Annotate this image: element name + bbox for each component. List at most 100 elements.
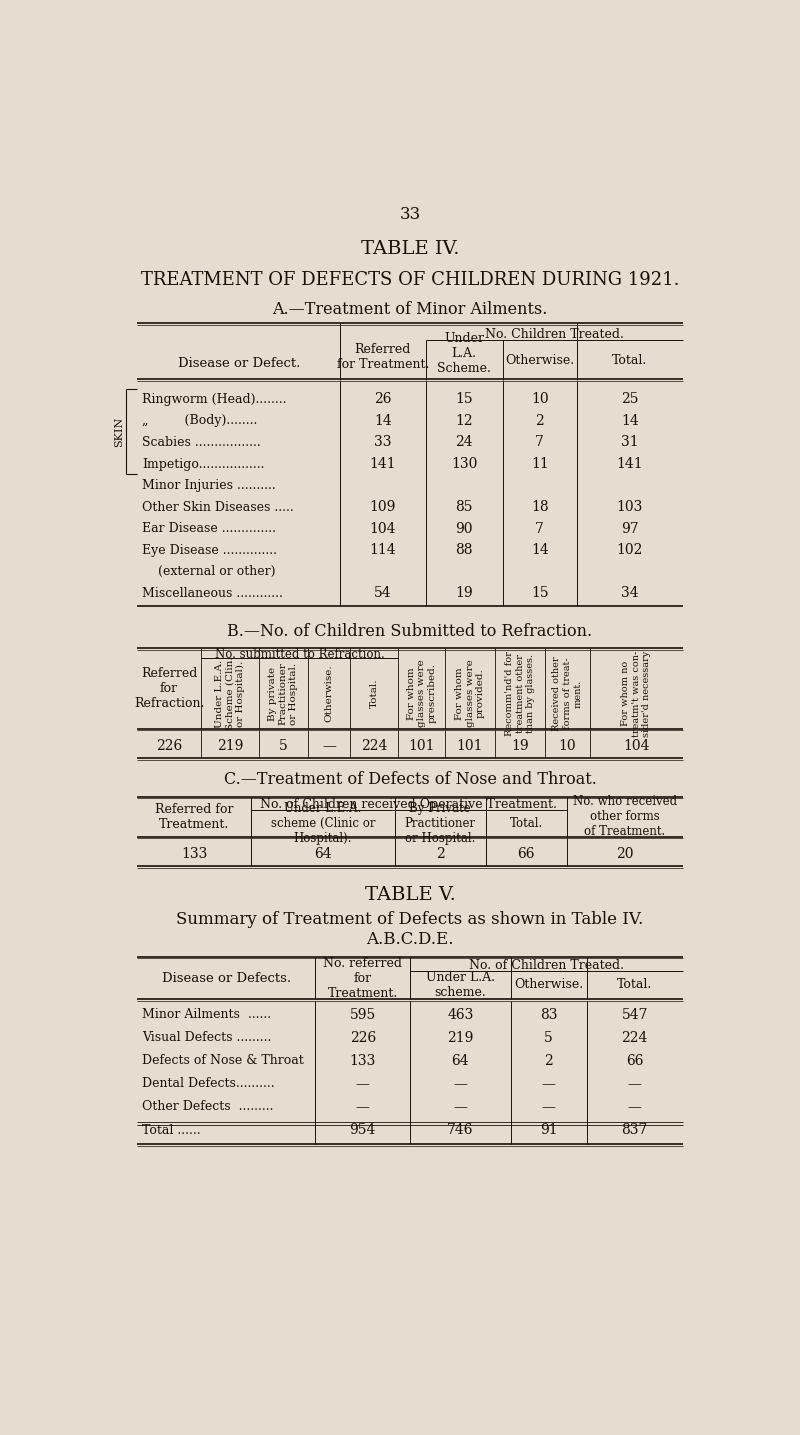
Text: 141: 141 [616, 456, 643, 471]
Text: 88: 88 [455, 544, 473, 557]
Text: By private
Practitioner
or Hospital.: By private Practitioner or Hospital. [268, 662, 298, 725]
Text: 14: 14 [374, 413, 392, 428]
Text: C.—Treatment of Defects of Nose and Throat.: C.—Treatment of Defects of Nose and Thro… [223, 771, 597, 788]
Text: 31: 31 [621, 435, 638, 449]
Text: 133: 133 [181, 847, 207, 861]
Text: Under L.A.
scheme.: Under L.A. scheme. [426, 971, 495, 999]
Text: 12: 12 [455, 413, 473, 428]
Text: 114: 114 [370, 544, 396, 557]
Text: „         (Body)........: „ (Body)........ [142, 415, 258, 428]
Text: 11: 11 [531, 456, 549, 471]
Text: 2: 2 [544, 1053, 553, 1068]
Text: By Private
Practitioner
or Hospital.: By Private Practitioner or Hospital. [405, 802, 476, 845]
Text: Disease or Defects.: Disease or Defects. [162, 971, 291, 984]
Text: —: — [454, 1076, 467, 1091]
Text: For whom
glasses were
prescribed.: For whom glasses were prescribed. [406, 660, 437, 728]
Text: Other Defects  .........: Other Defects ......... [142, 1101, 274, 1114]
Text: Otherwise.: Otherwise. [514, 979, 583, 992]
Text: 54: 54 [374, 587, 392, 600]
Text: TABLE IV.: TABLE IV. [361, 240, 459, 258]
Text: 20: 20 [616, 847, 634, 861]
Text: 64: 64 [314, 847, 332, 861]
Text: 219: 219 [217, 739, 243, 753]
Text: Ear Disease ..............: Ear Disease .............. [142, 522, 276, 535]
Text: 103: 103 [617, 501, 643, 514]
Text: 85: 85 [455, 501, 473, 514]
Text: 83: 83 [540, 1007, 558, 1022]
Text: Total ......: Total ...... [142, 1124, 201, 1137]
Text: A.—Treatment of Minor Ailments.: A.—Treatment of Minor Ailments. [272, 301, 548, 317]
Text: 66: 66 [518, 847, 535, 861]
Text: 5: 5 [544, 1030, 553, 1045]
Text: 18: 18 [531, 501, 549, 514]
Text: 91: 91 [540, 1124, 558, 1137]
Text: 10: 10 [558, 739, 576, 753]
Text: Total.: Total. [612, 353, 647, 366]
Text: 15: 15 [531, 587, 549, 600]
Text: A.B.C.D.E.: A.B.C.D.E. [366, 931, 454, 949]
Text: No. of Children received Operative Treatment.: No. of Children received Operative Treat… [261, 798, 558, 811]
Text: 130: 130 [451, 456, 478, 471]
Text: 5: 5 [279, 739, 288, 753]
Text: 104: 104 [370, 522, 396, 535]
Text: (external or other): (external or other) [142, 565, 275, 578]
Text: Disease or Defect.: Disease or Defect. [178, 357, 300, 370]
Text: 954: 954 [350, 1124, 376, 1137]
Text: 104: 104 [623, 739, 650, 753]
Text: No. referred
for
Treatment.: No. referred for Treatment. [323, 957, 402, 1000]
Text: Referred for
Treatment.: Referred for Treatment. [155, 802, 234, 831]
Text: Eye Disease ..............: Eye Disease .............. [142, 544, 277, 557]
Text: 19: 19 [511, 739, 529, 753]
Text: —: — [322, 739, 336, 753]
Text: 746: 746 [447, 1124, 474, 1137]
Text: Under L.E.A.
Scheme (Clin.
or Hospital).: Under L.E.A. Scheme (Clin. or Hospital). [215, 657, 245, 730]
Text: 463: 463 [447, 1007, 474, 1022]
Text: 14: 14 [621, 413, 638, 428]
Text: 102: 102 [617, 544, 643, 557]
Text: 101: 101 [408, 739, 435, 753]
Text: Ringworm (Head)........: Ringworm (Head)........ [142, 393, 286, 406]
Text: Recomm'nd'd for
treatment other
than by glasses.: Recomm'nd'd for treatment other than by … [505, 651, 535, 736]
Text: Under
L.A.
Scheme.: Under L.A. Scheme. [438, 331, 491, 375]
Text: 33: 33 [399, 207, 421, 222]
Text: 10: 10 [531, 392, 549, 406]
Text: 66: 66 [626, 1053, 643, 1068]
Text: —: — [628, 1076, 642, 1091]
Text: Defects of Nose & Throat: Defects of Nose & Throat [142, 1055, 304, 1068]
Text: Referred
for Treatment.: Referred for Treatment. [337, 343, 429, 372]
Text: 226: 226 [350, 1030, 376, 1045]
Text: 34: 34 [621, 587, 638, 600]
Text: 141: 141 [370, 456, 396, 471]
Text: B.—No. of Children Submitted to Refraction.: B.—No. of Children Submitted to Refracti… [227, 623, 593, 640]
Text: 2: 2 [535, 413, 544, 428]
Text: 33: 33 [374, 435, 392, 449]
Text: Dental Defects..........: Dental Defects.......... [142, 1078, 274, 1091]
Text: 224: 224 [622, 1030, 648, 1045]
Text: 25: 25 [621, 392, 638, 406]
Text: No. Children Treated.: No. Children Treated. [485, 329, 623, 342]
Text: —: — [542, 1076, 556, 1091]
Text: Other Skin Diseases .....: Other Skin Diseases ..... [142, 501, 294, 514]
Text: 24: 24 [455, 435, 473, 449]
Text: Total.: Total. [370, 679, 379, 709]
Text: No. submitted to Refraction.: No. submitted to Refraction. [214, 647, 385, 660]
Text: Minor Injuries ..........: Minor Injuries .......... [142, 479, 275, 492]
Text: 837: 837 [622, 1124, 648, 1137]
Text: Otherwise.: Otherwise. [506, 353, 574, 366]
Text: Otherwise.: Otherwise. [325, 664, 334, 722]
Text: Total.: Total. [617, 979, 652, 992]
Text: 15: 15 [455, 392, 473, 406]
Text: —: — [454, 1101, 467, 1114]
Text: Referred
for
Refraction.: Referred for Refraction. [134, 667, 204, 710]
Text: Under L.E.A.
scheme (Clinic or
Hospital).: Under L.E.A. scheme (Clinic or Hospital)… [270, 802, 375, 845]
Text: 26: 26 [374, 392, 392, 406]
Text: 7: 7 [535, 522, 544, 535]
Text: For whom no
treatm't was con-
sider'd necessary: For whom no treatm't was con- sider'd ne… [622, 650, 651, 736]
Text: 14: 14 [531, 544, 549, 557]
Text: 97: 97 [621, 522, 638, 535]
Text: —: — [542, 1101, 556, 1114]
Text: 109: 109 [370, 501, 396, 514]
Text: 101: 101 [457, 739, 483, 753]
Text: —: — [356, 1101, 370, 1114]
Text: Miscellaneous ............: Miscellaneous ............ [142, 587, 282, 600]
